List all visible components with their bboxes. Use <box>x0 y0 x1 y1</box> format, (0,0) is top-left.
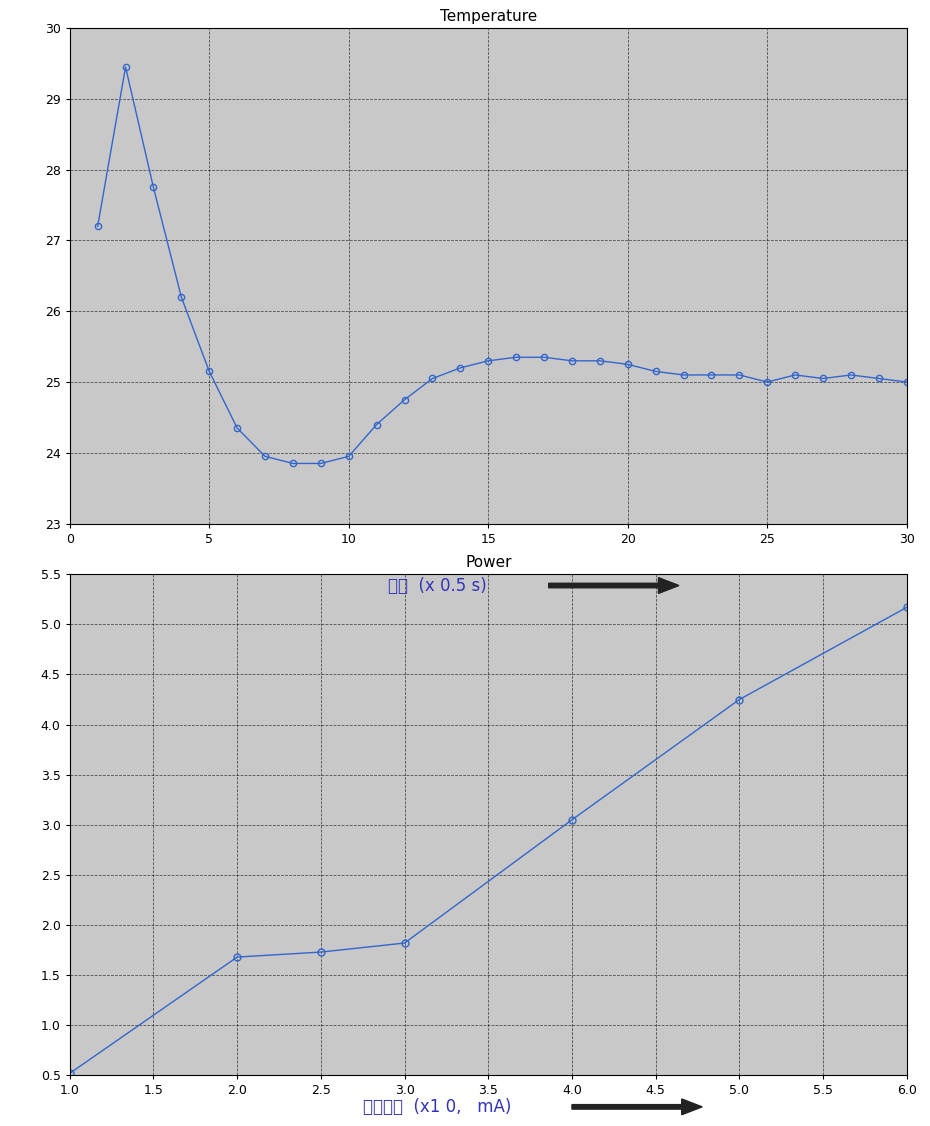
Title: Temperature: Temperature <box>440 9 537 24</box>
Text: 주입전류  (x1 0,   mA): 주입전류 (x1 0, mA) <box>363 1098 512 1116</box>
Text: 시간  (x 0.5 s): 시간 (x 0.5 s) <box>388 577 486 595</box>
Title: Power: Power <box>465 555 512 570</box>
